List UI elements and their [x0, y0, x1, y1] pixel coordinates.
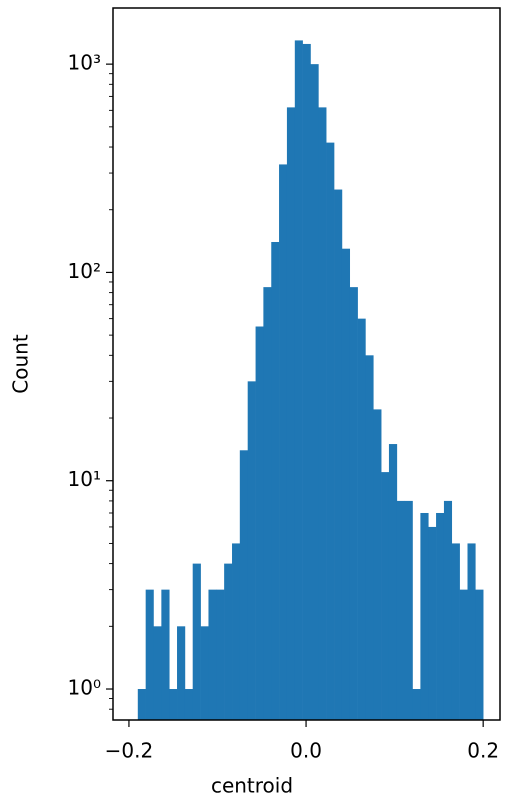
bar: [184, 689, 194, 720]
bar: [200, 626, 209, 720]
bar: [381, 472, 390, 720]
bar: [177, 626, 186, 720]
bar: [459, 589, 468, 720]
y-axis-label: Count: [9, 334, 33, 394]
bar: [349, 287, 358, 720]
bar: [396, 500, 406, 720]
bar: [310, 64, 319, 721]
bar: [232, 543, 241, 720]
bar: [224, 563, 233, 720]
bar: [404, 500, 413, 720]
bar: [286, 107, 296, 720]
bar: [255, 326, 264, 720]
bar: [443, 500, 453, 720]
bar: [334, 189, 343, 721]
y-tick-label: 10²: [68, 259, 101, 283]
bar: [412, 689, 421, 720]
x-axis-label: centroid: [211, 774, 293, 798]
bar: [137, 689, 146, 720]
bar: [302, 43, 311, 721]
bar: [341, 248, 351, 720]
bar: [145, 589, 154, 720]
x-tick-label: −0.2: [105, 739, 154, 763]
bar: [467, 543, 476, 720]
bar: [263, 287, 272, 720]
bar: [451, 543, 460, 720]
bar: [428, 526, 437, 720]
bar: [475, 589, 484, 720]
bar: [365, 355, 374, 720]
bar: [153, 626, 162, 720]
bar: [208, 589, 217, 720]
x-tick-label: 0.0: [290, 739, 322, 763]
x-tick-label: 0.2: [467, 739, 499, 763]
y-tick-label: 10⁰: [68, 676, 101, 700]
bar: [294, 40, 303, 721]
bar: [192, 563, 201, 720]
bar: [216, 589, 225, 720]
bar: [388, 444, 398, 720]
bar: [326, 142, 335, 720]
y-tick-label: 10¹: [68, 467, 101, 491]
bar: [169, 689, 178, 720]
bar: [279, 164, 288, 720]
bar: [247, 381, 256, 720]
bar: [271, 241, 280, 720]
bar: [373, 409, 382, 720]
bar: [420, 512, 429, 720]
y-tick-label: 10³: [68, 51, 101, 75]
bar: [161, 589, 170, 720]
bar: [357, 318, 366, 720]
bar: [318, 107, 327, 720]
bar: [436, 512, 445, 720]
bar: [239, 450, 248, 720]
